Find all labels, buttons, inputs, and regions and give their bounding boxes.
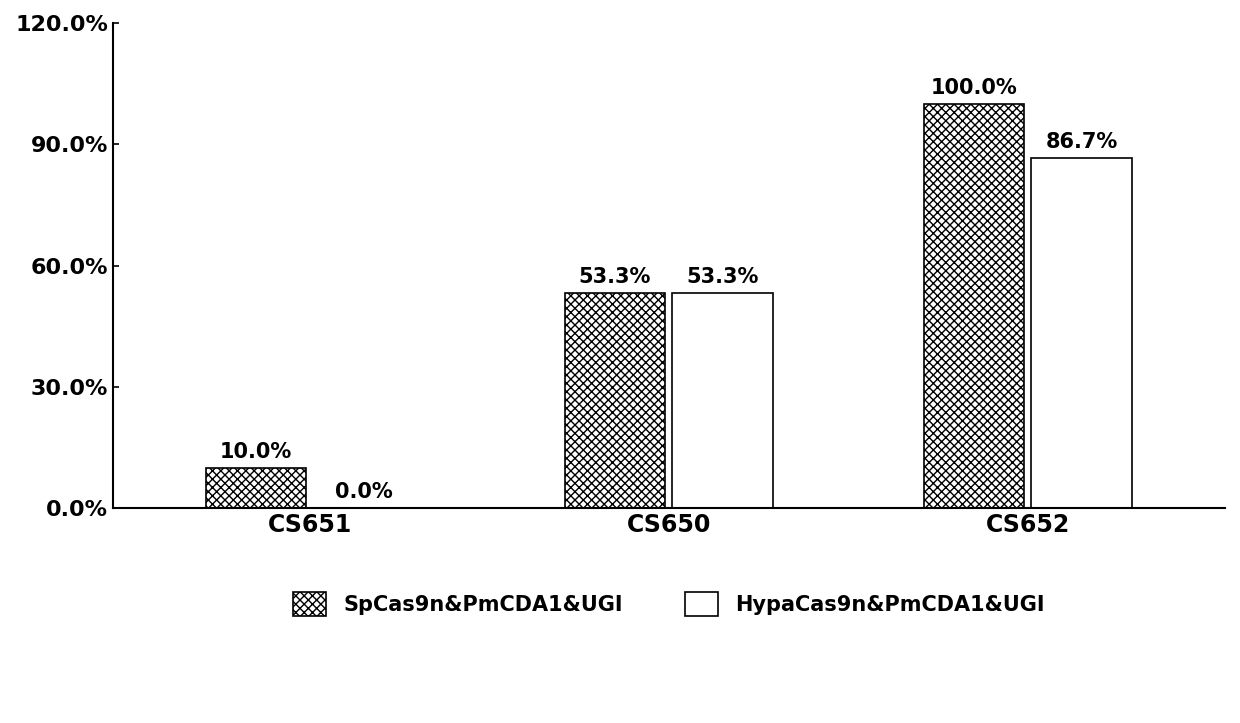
Text: 0.0%: 0.0%	[335, 482, 393, 502]
Bar	[924, 104, 1024, 508]
Text: 10.0%: 10.0%	[221, 442, 293, 461]
Text: 53.3%: 53.3%	[579, 267, 651, 286]
Bar	[1032, 158, 1132, 508]
Text: 53.3%: 53.3%	[687, 267, 759, 286]
Bar	[564, 293, 666, 508]
Bar	[672, 293, 773, 508]
Text: 86.7%: 86.7%	[1045, 132, 1117, 152]
Text: 100.0%: 100.0%	[930, 78, 1017, 98]
Legend: SpCas9n&PmCDA1&UGI, HypaCas9n&PmCDA1&UGI: SpCas9n&PmCDA1&UGI, HypaCas9n&PmCDA1&UGI	[283, 581, 1055, 626]
Bar	[206, 468, 306, 508]
